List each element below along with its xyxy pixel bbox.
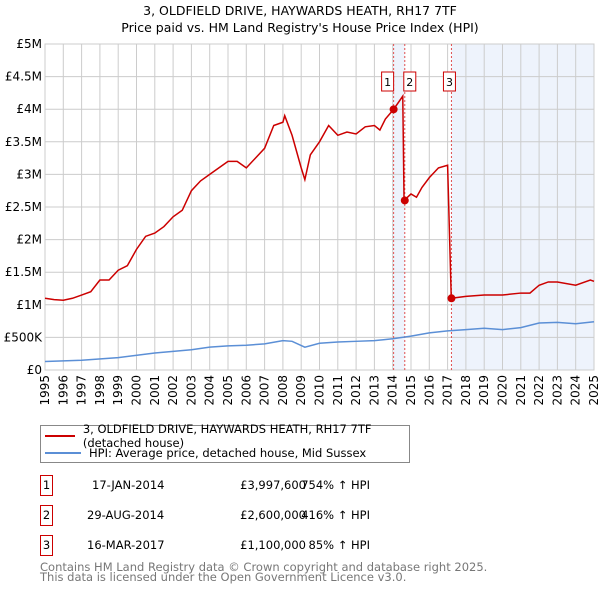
chart-plot: 1995 1996 1997 1998 1999 2000 2001 2002 2003 2004… — [4, 37, 600, 406]
legend-swatch-blue — [45, 452, 81, 454]
x-tick-label: 2010 — [313, 375, 327, 406]
legend-item-property: 3, OLDFIELD DRIVE, HAYWARDS HEATH, RH17 … — [45, 422, 409, 450]
x-tick-label: 1999 — [111, 375, 125, 406]
x-tick-label: 2013 — [367, 375, 381, 406]
sale-number: 3 — [40, 535, 53, 556]
y-tick-label: £2M — [16, 233, 42, 247]
x-tick-label: 1995 — [38, 375, 52, 406]
chart-title: 3, OLDFIELD DRIVE, HAYWARDS HEATH, RH17 … — [143, 3, 457, 18]
x-tick-label: 2001 — [148, 375, 162, 406]
x-tick-label: 2008 — [276, 375, 290, 406]
sale-point — [389, 105, 398, 114]
sale-hpi-change: 416% ↑ HPI — [301, 508, 370, 522]
x-tick-label: 1996 — [56, 375, 70, 406]
y-tick-label: £1.5M — [5, 265, 42, 279]
sale-date: 16-MAR-2017 — [87, 538, 165, 552]
x-tick-label: 2009 — [294, 375, 308, 406]
footer-line-2: This data is licensed under the Open Gov… — [40, 570, 407, 584]
x-tick-label: 2021 — [514, 375, 528, 406]
sale-number: 1 — [40, 475, 53, 496]
x-tick-label: 2005 — [221, 375, 235, 406]
plot-border — [44, 43, 595, 371]
x-tick-label: 2007 — [258, 375, 272, 406]
sale-hpi-change: 85% ↑ HPI — [308, 538, 370, 552]
sale-label: 2 — [406, 76, 413, 89]
sale-hpi-change: 754% ↑ HPI — [301, 478, 370, 492]
x-tick-label: 2020 — [496, 375, 510, 406]
sale-number: 2 — [40, 505, 53, 526]
x-tick-label: 2019 — [477, 375, 491, 406]
sale-label-box — [403, 71, 417, 92]
y-tick-label: £1M — [16, 298, 42, 312]
sale-price: £3,997,600 — [240, 478, 306, 492]
x-tick-label: 2003 — [184, 375, 198, 406]
sale-point — [400, 196, 409, 205]
x-tick-label: 2017 — [441, 375, 455, 406]
y-tick-label: £4M — [16, 102, 42, 116]
x-tick-label: 1997 — [75, 375, 89, 406]
x-tick-label: 2002 — [166, 375, 180, 406]
sale-label: 1 — [384, 76, 391, 89]
sale-date: 17-JAN-2014 — [92, 478, 165, 492]
y-tick-label: £3M — [16, 167, 42, 181]
sale-price: £2,600,000 — [240, 508, 306, 522]
x-tick-label: 2004 — [203, 375, 217, 406]
x-tick-label: 2015 — [404, 375, 418, 406]
y-tick-label: £3.5M — [5, 135, 42, 149]
x-tick-label: 2006 — [239, 375, 253, 406]
x-tick-label: 2016 — [422, 375, 436, 406]
y-tick-label: £500K — [4, 330, 44, 344]
x-tick-label: 2012 — [349, 375, 363, 406]
legend-item-hpi: HPI: Average price, detached house, Mid … — [45, 445, 366, 461]
chart-subtitle: Price paid vs. HM Land Registry's House … — [121, 20, 479, 35]
hpi-line — [44, 321, 595, 363]
sale-point — [447, 294, 456, 303]
x-tick-label: 2011 — [331, 375, 345, 406]
footer-line-1: Contains HM Land Registry data © Crown c… — [40, 560, 488, 574]
y-tick-label: £2.5M — [5, 200, 42, 214]
price-paid-line — [44, 93, 595, 301]
legend-swatch-red — [45, 435, 75, 437]
x-tick-label: 2018 — [459, 375, 473, 406]
sale-label: 3 — [446, 76, 453, 89]
x-tick-label: 2000 — [130, 375, 144, 406]
legend-label: HPI: Average price, detached house, Mid … — [89, 446, 367, 460]
x-tick-label: 2022 — [532, 375, 546, 406]
legend: 3, OLDFIELD DRIVE, HAYWARDS HEATH, RH17 … — [40, 422, 410, 463]
x-tick-label: 2024 — [569, 375, 583, 406]
legend-label: 3, OLDFIELD DRIVE, HAYWARDS HEATH, RH17 … — [82, 422, 372, 450]
y-tick-label: £5M — [16, 37, 42, 51]
y-tick-label: £0 — [27, 363, 42, 377]
x-tick-label: 2014 — [386, 375, 400, 406]
y-tick-label: £4.5M — [5, 70, 42, 84]
x-tick-label: 1998 — [93, 375, 107, 406]
x-tick-label: 2025 — [587, 375, 600, 406]
sale-label-box — [442, 71, 456, 92]
sale-date: 29-AUG-2014 — [87, 508, 165, 522]
x-tick-label: 2023 — [550, 375, 564, 406]
sale-label-box — [381, 71, 395, 92]
sale-price: £1,100,000 — [240, 538, 306, 552]
